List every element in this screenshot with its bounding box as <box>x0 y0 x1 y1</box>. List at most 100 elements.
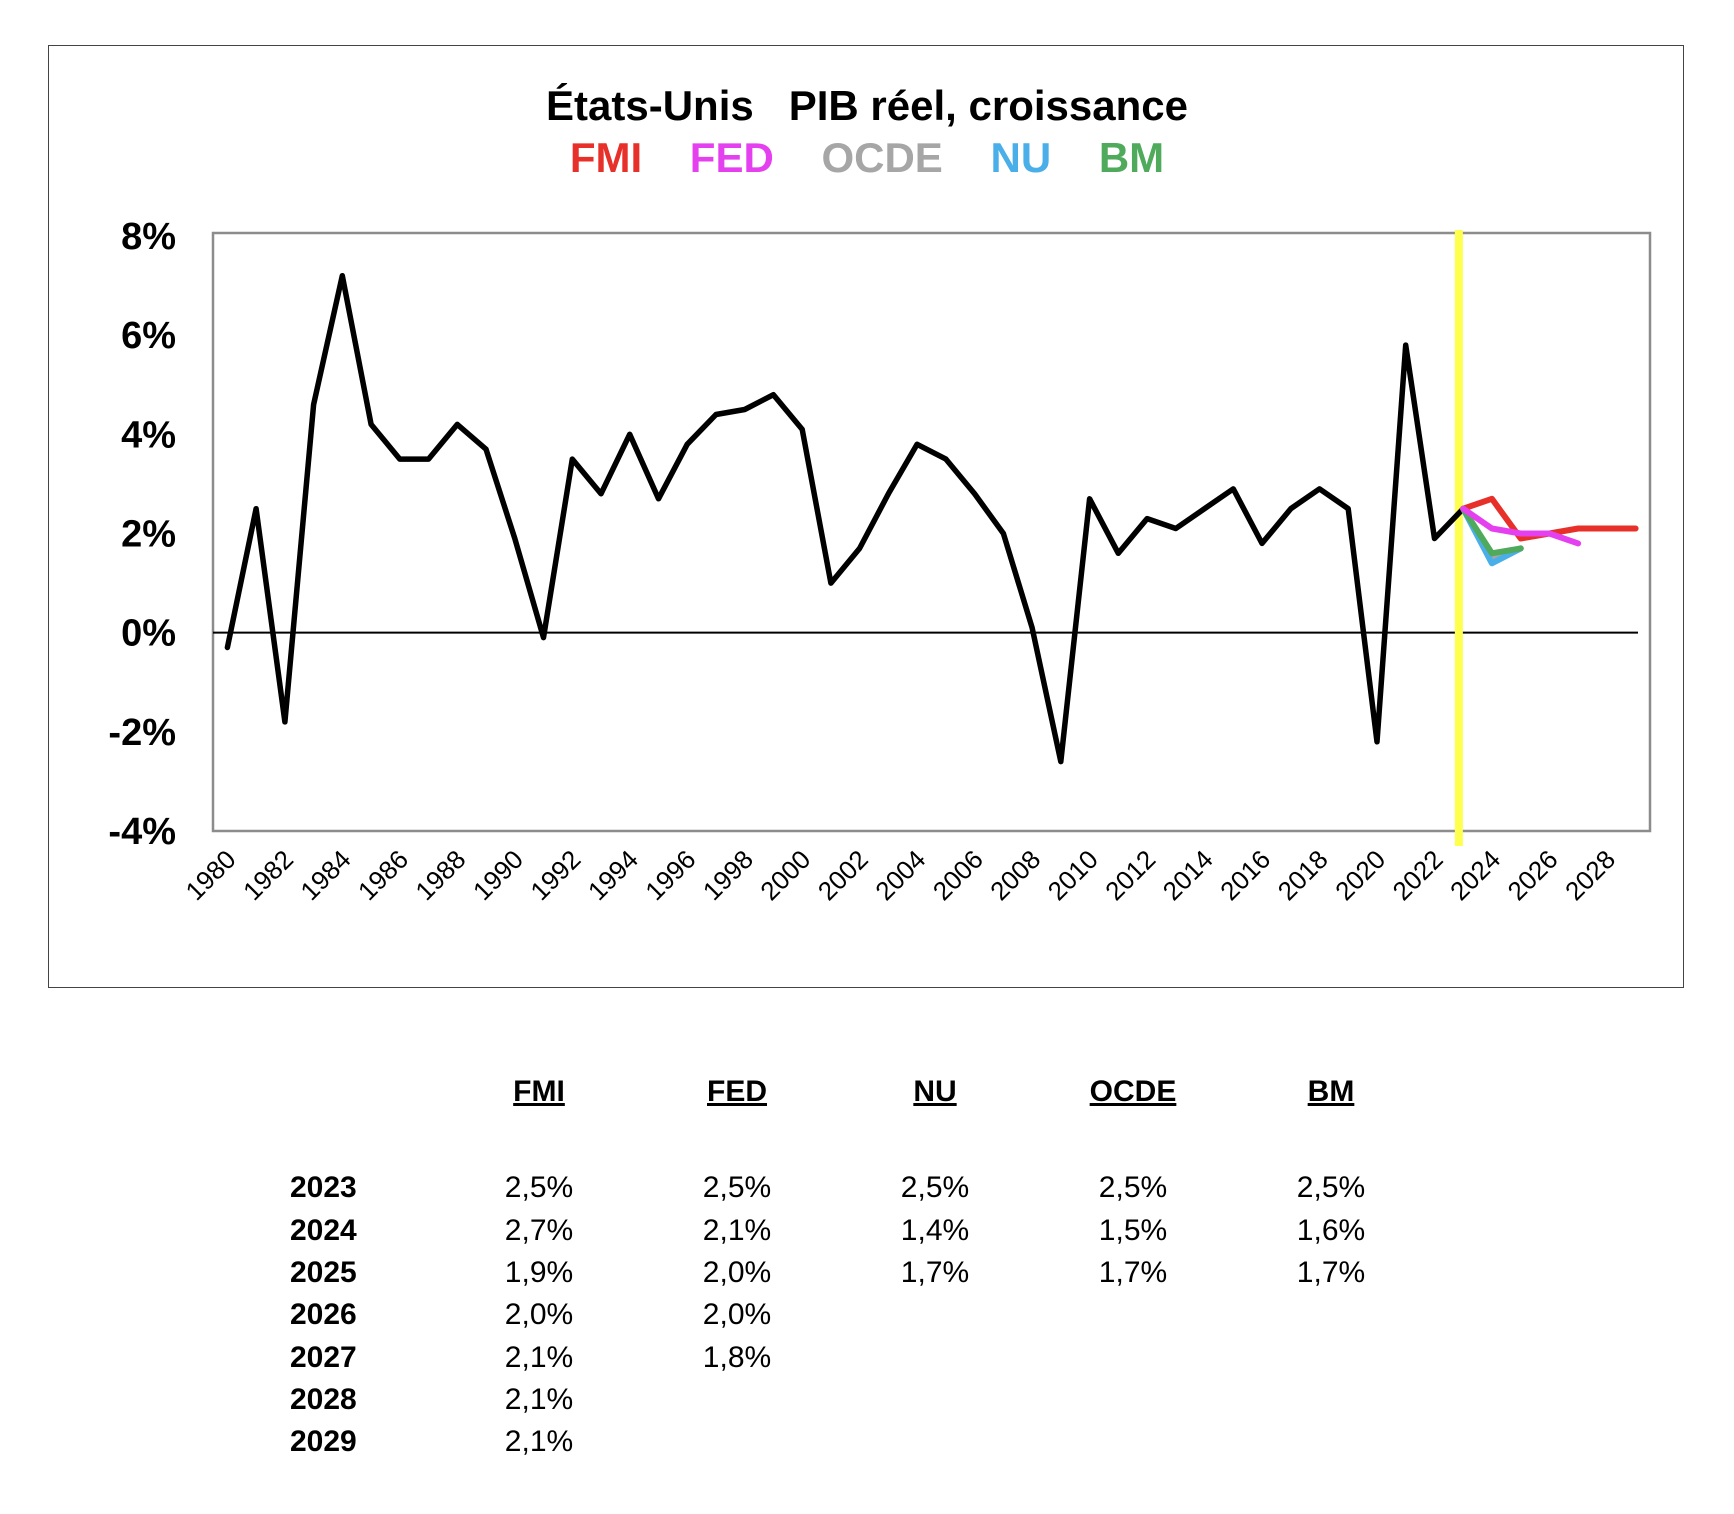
x-tick-label: 2002 <box>812 844 874 906</box>
x-tick-label: 2008 <box>984 844 1046 906</box>
x-tick-label: 2014 <box>1157 844 1219 906</box>
x-tick-label: 2026 <box>1502 844 1564 906</box>
row-year: 2028 <box>290 1382 357 1416</box>
table-row: 2028 2,1% <box>290 1379 1430 1421</box>
x-tick-label: 2006 <box>927 844 989 906</box>
cell-fmi: 2,5% <box>504 1171 574 1205</box>
x-tick-label: 2028 <box>1559 844 1621 906</box>
header-fmi: FMI <box>513 1075 565 1108</box>
cell-ocde: 1,5% <box>1098 1213 1168 1247</box>
y-tick-label: 2% <box>121 514 176 556</box>
x-tick-label: 2020 <box>1329 844 1391 906</box>
x-tick-label: 1998 <box>697 844 759 906</box>
y-tick-label: -2% <box>108 712 176 754</box>
cell-bm <box>1232 1379 1430 1421</box>
header-bm: BM <box>1307 1075 1355 1108</box>
table-row: 2027 2,1% 1,8% <box>290 1336 1430 1378</box>
x-tick-label: 2016 <box>1214 844 1276 906</box>
legend-nu: NU <box>990 134 1052 181</box>
y-tick-label: 4% <box>121 414 176 456</box>
x-tick-label: 2000 <box>754 844 816 906</box>
x-tick-label: 2024 <box>1444 844 1506 906</box>
cell-fed: 2,0% <box>702 1298 772 1332</box>
cell-fed: 2,0% <box>702 1256 772 1290</box>
row-year: 2026 <box>290 1298 357 1332</box>
cell-ocde <box>1034 1379 1232 1421</box>
plot-border <box>211 231 1652 833</box>
row-year: 2023 <box>290 1171 357 1205</box>
x-tick-label: 2010 <box>1042 844 1104 906</box>
cell-ocde: 1,7% <box>1098 1256 1168 1290</box>
cell-fed: 2,5% <box>702 1171 772 1205</box>
forecast-table: FMI FED NU OCDE BM 2023 2,5% 2,5% 2,5% 2,5% 2… <box>290 1075 1430 1463</box>
header-empty <box>290 1075 440 1125</box>
legend: FMI FED OCDE NU BM <box>0 134 1734 182</box>
y-tick-label: 8% <box>121 216 176 258</box>
cell-ocde <box>1034 1421 1232 1463</box>
x-tick-label: 1980 <box>179 844 241 906</box>
cell-fed <box>638 1379 836 1421</box>
cell-fmi: 2,1% <box>504 1425 574 1459</box>
cell-fmi: 2,7% <box>504 1213 574 1247</box>
x-tick-label: 1982 <box>237 844 299 906</box>
legend-fed: FED <box>689 134 774 181</box>
table-row: 2029 2,1% <box>290 1421 1430 1463</box>
header-fed: FED <box>707 1075 767 1108</box>
x-tick-label: 1990 <box>467 844 529 906</box>
x-tick-label: 1994 <box>582 844 644 906</box>
cell-fed: 2,1% <box>702 1213 772 1247</box>
cell-ocde <box>1034 1294 1232 1336</box>
cell-nu: 1,4% <box>900 1213 970 1247</box>
title-subject: PIB réel, croissance <box>788 82 1188 129</box>
legend-bm: BM <box>1098 134 1165 181</box>
x-tick-label: 1984 <box>294 844 356 906</box>
cell-nu <box>836 1294 1034 1336</box>
cell-fmi: 2,1% <box>504 1340 574 1374</box>
chart-frame <box>48 45 1684 988</box>
cell-nu: 1,7% <box>900 1256 970 1290</box>
series-line-bm <box>1460 505 1524 557</box>
title-country: États-Unis <box>546 82 754 129</box>
cell-fed <box>638 1421 836 1463</box>
row-year: 2024 <box>290 1213 357 1247</box>
cell-bm <box>1232 1294 1430 1336</box>
x-tick-label: 1988 <box>409 844 471 906</box>
cell-nu <box>836 1379 1034 1421</box>
series-line-fed <box>1460 505 1582 547</box>
x-tick-label: 2004 <box>869 844 931 906</box>
y-tick-label: 0% <box>121 613 176 655</box>
cell-fed: 1,8% <box>702 1340 772 1374</box>
x-tick-label: 1992 <box>524 844 586 906</box>
cell-ocde <box>1034 1336 1232 1378</box>
cell-fmi: 1,9% <box>504 1256 574 1290</box>
header-nu: NU <box>913 1075 957 1108</box>
cell-fmi: 2,1% <box>504 1382 574 1416</box>
y-tick-label: -4% <box>108 811 176 853</box>
x-tick-label: 1986 <box>352 844 414 906</box>
cell-bm: 1,7% <box>1296 1256 1366 1290</box>
header-ocde: OCDE <box>1089 1075 1177 1108</box>
series-line-historique <box>224 272 1466 765</box>
table-spacer <box>290 1125 1430 1167</box>
row-year: 2025 <box>290 1256 357 1290</box>
cell-nu <box>836 1421 1034 1463</box>
cell-nu <box>836 1336 1034 1378</box>
legend-fmi: FMI <box>569 134 643 181</box>
x-tick-label: 2022 <box>1387 844 1449 906</box>
cell-ocde: 2,5% <box>1098 1171 1168 1205</box>
x-tick-label: 2018 <box>1272 844 1334 906</box>
y-tick-label: 6% <box>121 315 176 357</box>
line-chart: 8% 6% 4% 2% 0% -2% -4%198019821984198619881990… <box>108 216 1652 906</box>
cell-bm <box>1232 1336 1430 1378</box>
table-header-row: FMI FED NU OCDE BM <box>290 1075 1430 1125</box>
table-row: 2024 2,7% 2,1% 1,4% 1,5% 1,6% <box>290 1210 1430 1252</box>
row-year: 2027 <box>290 1340 357 1374</box>
table-row: 2025 1,9% 2,0% 1,7% 1,7% 1,7% <box>290 1252 1430 1294</box>
table-row: 2026 2,0% 2,0% <box>290 1294 1430 1336</box>
chart-title: États-Unis PIB réel, croissance <box>0 82 1734 130</box>
x-tick-label: 2012 <box>1099 844 1161 906</box>
row-year: 2029 <box>290 1425 357 1459</box>
cell-bm: 1,6% <box>1296 1213 1366 1247</box>
cell-nu: 2,5% <box>900 1171 970 1205</box>
cell-bm: 2,5% <box>1296 1171 1366 1205</box>
